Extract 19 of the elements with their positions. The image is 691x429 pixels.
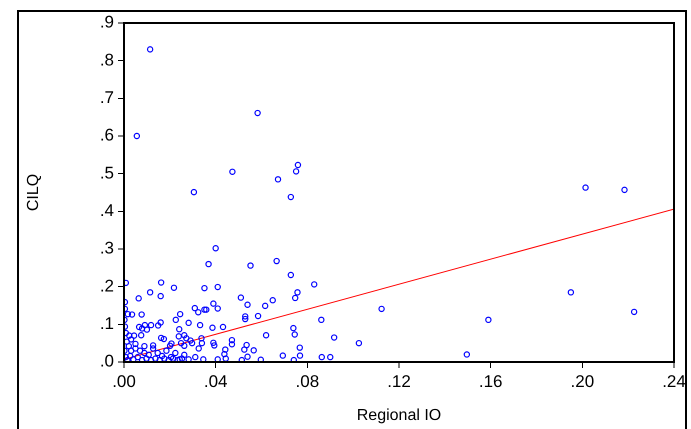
x-tick-label: .12 <box>387 372 411 391</box>
y-axis-title: CILQ <box>25 174 42 212</box>
x-tick-label: .04 <box>204 372 228 391</box>
x-tick-label: .24 <box>662 372 686 391</box>
y-tick-label: .6 <box>100 126 114 145</box>
y-tick-label: .3 <box>100 238 114 258</box>
x-axis-title: Regional IO <box>356 406 442 424</box>
x-tick-label: .00 <box>112 372 136 391</box>
x-tick-label: .16 <box>478 372 502 391</box>
x-tick-label: .08 <box>296 372 320 391</box>
y-tick-label: .4 <box>100 201 114 220</box>
y-tick-label: .1 <box>100 314 114 334</box>
x-tick-label: .20 <box>570 372 594 391</box>
y-tick-label: .2 <box>100 276 114 296</box>
y-tick-label: .7 <box>100 88 114 108</box>
y-tick-label: .5 <box>100 163 114 182</box>
y-tick-label: .8 <box>100 50 114 70</box>
y-tick-label: .9 <box>100 12 114 32</box>
y-tick-label: .0 <box>100 352 114 371</box>
